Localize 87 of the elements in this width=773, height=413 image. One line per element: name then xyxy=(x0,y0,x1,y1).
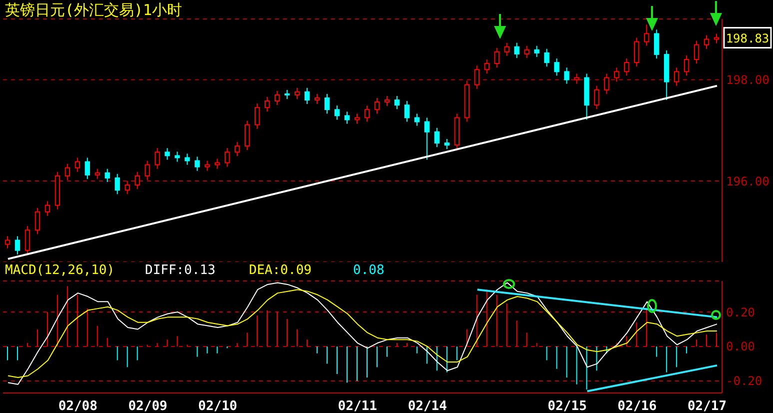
y-tick-label: 196.00 xyxy=(726,174,770,188)
line-series xyxy=(7,289,718,378)
y-tick-label: 0.00 xyxy=(726,340,755,354)
candlestick xyxy=(504,42,510,56)
candlestick xyxy=(184,153,190,166)
candlestick xyxy=(594,85,600,110)
candlestick xyxy=(614,67,620,82)
text: DIFF:0.13 xyxy=(145,263,216,278)
x-tick-label: 02/10 xyxy=(198,399,238,413)
candlestick xyxy=(674,67,680,86)
y-tick-label: -0.20 xyxy=(726,374,762,388)
candlestick xyxy=(124,180,130,195)
y-tick-label: 198.00 xyxy=(726,73,770,88)
candlestick xyxy=(144,160,150,180)
series-label: DEA:0.09 xyxy=(249,263,313,278)
chart-title: MACD(12,26,10) xyxy=(5,263,116,278)
candlestick xyxy=(334,105,340,120)
candlestick xyxy=(444,138,450,150)
candlestick xyxy=(264,96,270,112)
candlestick xyxy=(214,158,220,170)
candlestick xyxy=(234,142,240,157)
y-tick-label: 0.20 xyxy=(726,305,755,320)
candlestick xyxy=(354,113,360,124)
candlestick xyxy=(424,117,430,160)
candlestick xyxy=(94,168,100,180)
candlestick xyxy=(294,87,300,100)
candlestick xyxy=(534,45,540,58)
candlestick xyxy=(14,236,20,255)
x-tick-label: 02/14 xyxy=(408,399,448,413)
candlestick xyxy=(404,100,410,122)
candlestick xyxy=(104,168,110,183)
candlestick xyxy=(394,95,400,110)
text: 0.08 xyxy=(353,263,386,278)
candlestick xyxy=(84,157,90,180)
candlestick xyxy=(714,33,720,44)
candlestick xyxy=(434,127,440,148)
x-tick-label: 02/08 xyxy=(58,399,98,413)
candlestick xyxy=(694,40,700,64)
candlestick xyxy=(24,226,30,255)
candlestick xyxy=(304,87,310,105)
candlestick xyxy=(324,93,330,114)
candlestick xyxy=(274,90,280,106)
candlestick xyxy=(364,105,370,122)
candlestick xyxy=(484,59,490,74)
candlestick xyxy=(684,54,690,76)
candlestick xyxy=(634,37,640,68)
candlestick xyxy=(314,93,320,105)
candlestick xyxy=(114,173,120,195)
candlestick xyxy=(554,58,560,76)
candlestick xyxy=(564,67,570,84)
candlestick xyxy=(164,148,170,160)
candlestick xyxy=(514,42,520,58)
candlestick xyxy=(344,111,350,124)
x-tick-label: 02/11 xyxy=(338,399,378,413)
candlestick xyxy=(604,73,610,94)
candlestick xyxy=(474,65,480,90)
candlestick xyxy=(174,151,180,162)
candlestick xyxy=(244,120,250,151)
x-tick-label: 02/09 xyxy=(128,399,168,413)
candlestick xyxy=(204,160,210,172)
candlestick xyxy=(134,171,140,190)
candlestick xyxy=(524,45,530,58)
x-tick-label: 02/15 xyxy=(548,399,587,413)
candlestick xyxy=(494,47,500,68)
candlestick xyxy=(414,113,420,126)
candlestick xyxy=(64,163,70,180)
candlestick xyxy=(704,34,710,50)
candlestick xyxy=(574,73,580,84)
candlestick xyxy=(374,97,380,114)
candlestick xyxy=(644,24,650,46)
candlestick xyxy=(254,103,260,130)
candlestick xyxy=(544,48,550,68)
candlestick xyxy=(654,29,660,59)
candlestick xyxy=(194,156,200,172)
chart-title: 英镑日元(外汇交易)1小时 xyxy=(5,1,182,20)
x-tick-label: 02/17 xyxy=(687,399,727,413)
candlestick xyxy=(74,157,80,172)
candlestick xyxy=(4,236,10,249)
candlestick xyxy=(284,89,290,100)
candlestick xyxy=(624,58,630,76)
candlestick xyxy=(224,148,230,168)
text: 198.83 xyxy=(726,32,770,46)
candlestick xyxy=(44,200,50,216)
candlestick xyxy=(384,95,390,107)
candlestick xyxy=(154,148,160,170)
candlestick xyxy=(34,207,40,235)
x-tick-label: 02/16 xyxy=(618,399,657,413)
